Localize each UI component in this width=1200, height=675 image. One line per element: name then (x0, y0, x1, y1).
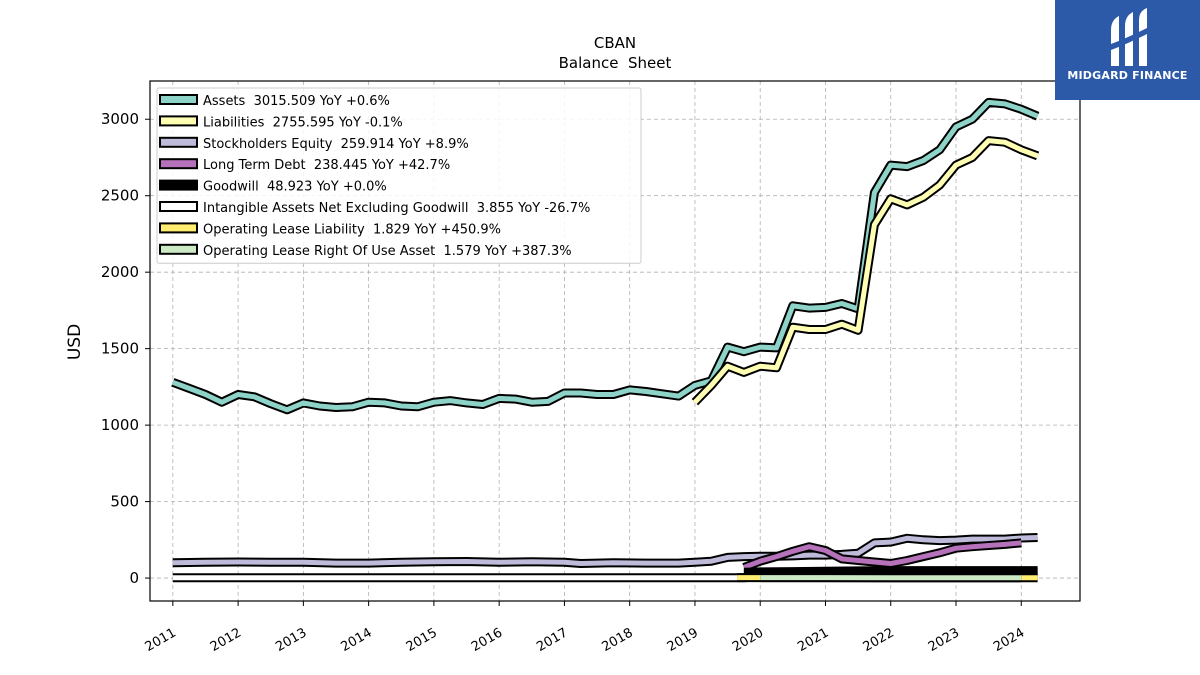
x-tick-label: 2014 (338, 625, 374, 655)
legend: Assets 3015.509 YoY +0.6% Liabilities 275… (156, 87, 642, 264)
series-line (743, 568, 1038, 575)
legend-swatch (159, 222, 198, 234)
x-tick-label: 2020 (730, 625, 766, 655)
y-tick-label: 1000 (101, 416, 139, 434)
midgard-finance-logo: MIDGARD FINANCE (1055, 0, 1200, 100)
series-line (743, 540, 1022, 570)
y-tick-label: 3000 (101, 110, 139, 128)
y-tick-label: 1500 (101, 340, 139, 358)
legend-box (156, 87, 642, 264)
legend-swatch (159, 179, 198, 191)
x-tick-label: 2018 (600, 625, 636, 655)
chart-subtitle: Balance Sheet (559, 54, 672, 72)
legend-entry: Intangible Assets Net Excluding Goodwill… (203, 201, 590, 216)
x-tick-label: 2012 (208, 625, 244, 655)
chart-title: CBAN (594, 34, 636, 52)
series-lines (171, 97, 1040, 583)
legend-entry: Liabilities 2755.595 YoY -0.1% (203, 115, 403, 130)
legend-swatch (159, 243, 198, 255)
x-tick-label: 2023 (926, 625, 962, 655)
legend-entry: Operating Lease Right Of Use Asset 1.579… (203, 244, 572, 259)
y-tick-label: 500 (110, 493, 139, 511)
y-tick-label: 0 (129, 569, 139, 587)
x-tick-label: 2024 (991, 625, 1027, 655)
series-line (171, 99, 1039, 413)
y-axis-label: USD (65, 324, 85, 360)
legend-entry: Long Term Debt 238.445 YoY +42.7% (203, 158, 450, 173)
legend-entry: Operating Lease Liability 1.829 YoY +450… (203, 222, 501, 237)
y-tick-label: 2000 (101, 263, 139, 281)
x-tick-label: 2016 (469, 625, 505, 655)
logo-mark-icon (1111, 8, 1147, 66)
series-stockholders-equity (172, 533, 1038, 568)
x-tick-label: 2017 (534, 625, 570, 655)
series-line (693, 138, 1039, 404)
legend-swatch (159, 94, 198, 105)
legend-swatch (159, 136, 198, 148)
series-long-term-debt (742, 538, 1022, 572)
legend-swatch (159, 158, 198, 170)
legend-swatch (159, 115, 198, 127)
y-tick-label: 2500 (101, 187, 139, 205)
x-tick-label: 2013 (273, 625, 309, 655)
legend-entry: Goodwill 48.923 YoY +0.0% (203, 180, 387, 195)
series-assets (171, 97, 1040, 415)
x-tick-label: 2022 (861, 625, 897, 655)
x-tick-label: 2021 (795, 625, 831, 655)
legend-entry: Stockholders Equity 259.914 YoY +8.9% (203, 137, 469, 152)
plot-frame (149, 80, 1081, 602)
legend-swatch (159, 201, 198, 212)
series-goodwill (743, 566, 1038, 577)
series-liabilities (691, 136, 1040, 406)
x-tick-label: 2019 (665, 625, 701, 655)
x-tick-label: 2015 (404, 625, 440, 655)
legend-entry: Assets 3015.509 YoY +0.6% (203, 94, 390, 109)
x-tick-label: 2011 (143, 625, 179, 655)
logo-text: MIDGARD FINANCE (1067, 69, 1188, 82)
series-line (172, 535, 1038, 566)
